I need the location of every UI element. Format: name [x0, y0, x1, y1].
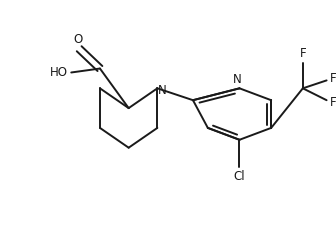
Text: O: O — [74, 33, 83, 46]
Text: N: N — [158, 84, 167, 97]
Text: F: F — [330, 96, 336, 109]
Text: F: F — [299, 47, 306, 60]
Text: HO: HO — [50, 66, 68, 79]
Text: F: F — [330, 72, 336, 85]
Text: Cl: Cl — [234, 170, 245, 183]
Text: N: N — [233, 73, 242, 86]
